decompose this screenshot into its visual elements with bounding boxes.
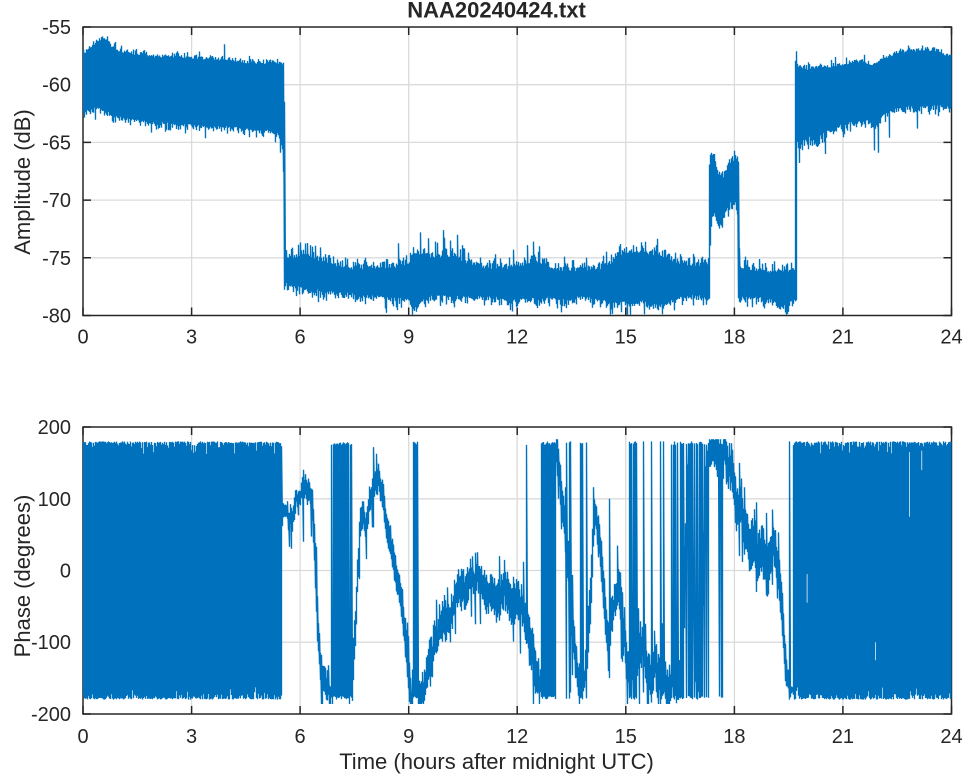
svg-text:24: 24 bbox=[940, 726, 962, 748]
svg-text:-70: -70 bbox=[42, 190, 71, 212]
svg-text:100: 100 bbox=[38, 489, 71, 511]
svg-text:12: 12 bbox=[506, 726, 528, 748]
svg-text:-100: -100 bbox=[31, 632, 71, 654]
svg-text:21: 21 bbox=[832, 726, 854, 748]
svg-text:-200: -200 bbox=[31, 704, 71, 726]
svg-text:12: 12 bbox=[506, 327, 528, 349]
svg-text:Amplitude (dB): Amplitude (dB) bbox=[10, 109, 35, 255]
svg-text:15: 15 bbox=[615, 327, 637, 349]
svg-text:Time (hours after midnight UTC: Time (hours after midnight UTC) bbox=[339, 749, 654, 774]
svg-text:15: 15 bbox=[615, 726, 637, 748]
svg-text:6: 6 bbox=[295, 726, 306, 748]
svg-text:NAA20240424.txt: NAA20240424.txt bbox=[407, 0, 586, 23]
svg-text:21: 21 bbox=[832, 327, 854, 349]
svg-text:6: 6 bbox=[295, 327, 306, 349]
svg-text:0: 0 bbox=[77, 327, 88, 349]
svg-text:18: 18 bbox=[723, 726, 745, 748]
svg-text:Phase (degrees): Phase (degrees) bbox=[10, 495, 35, 658]
svg-text:18: 18 bbox=[723, 327, 745, 349]
svg-text:24: 24 bbox=[940, 327, 962, 349]
svg-text:9: 9 bbox=[403, 327, 414, 349]
svg-text:-65: -65 bbox=[42, 132, 71, 154]
svg-text:3: 3 bbox=[186, 726, 197, 748]
svg-text:0: 0 bbox=[77, 726, 88, 748]
svg-text:0: 0 bbox=[60, 561, 71, 583]
svg-text:-55: -55 bbox=[42, 17, 71, 39]
svg-text:-75: -75 bbox=[42, 248, 71, 270]
svg-text:-60: -60 bbox=[42, 75, 71, 97]
svg-text:200: 200 bbox=[38, 417, 71, 439]
svg-text:3: 3 bbox=[186, 327, 197, 349]
svg-text:-80: -80 bbox=[42, 306, 71, 328]
svg-text:9: 9 bbox=[403, 726, 414, 748]
